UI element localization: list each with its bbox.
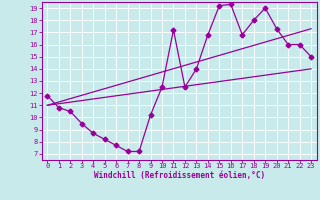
X-axis label: Windchill (Refroidissement éolien,°C): Windchill (Refroidissement éolien,°C) [94, 171, 265, 180]
